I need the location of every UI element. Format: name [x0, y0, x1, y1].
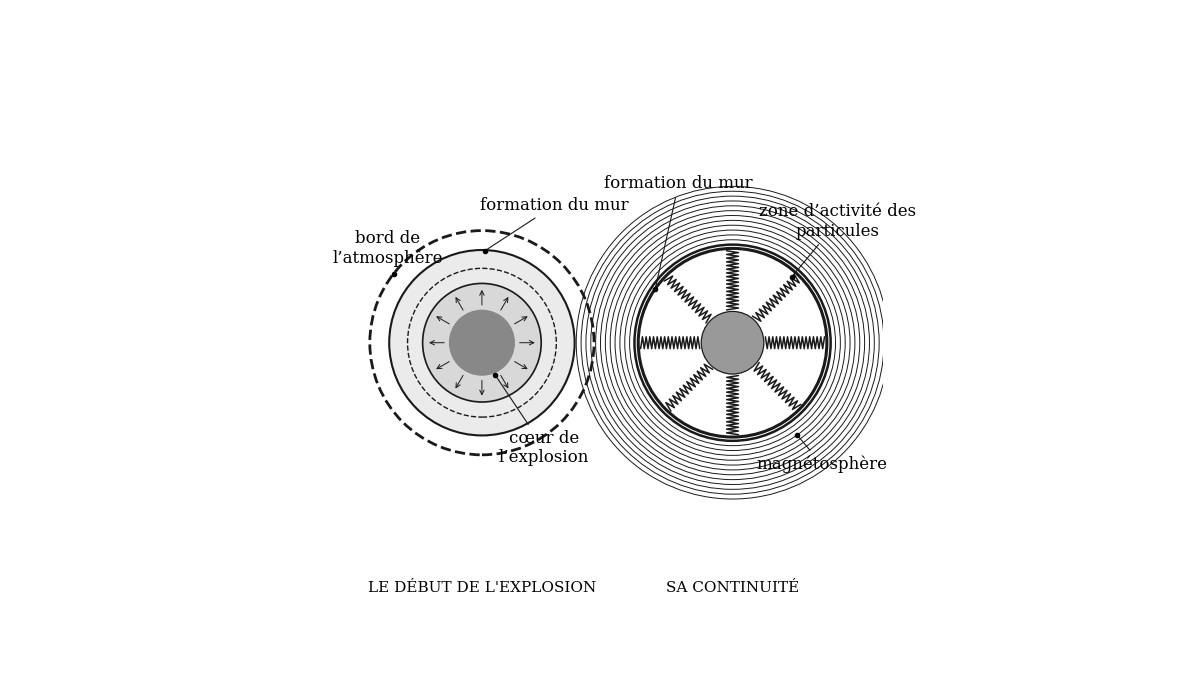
Text: formation du mur: formation du mur — [604, 175, 754, 286]
Circle shape — [423, 284, 541, 402]
Circle shape — [449, 310, 514, 375]
Text: bord de
l’atmosphère: bord de l’atmosphère — [332, 230, 443, 274]
Text: magnétosphère: magnétosphère — [756, 437, 887, 473]
Text: SA CONTINUITÉ: SA CONTINUITÉ — [666, 581, 799, 595]
Text: LE DÉBUT DE L'EXPLOSION: LE DÉBUT DE L'EXPLOSION — [368, 581, 597, 595]
Text: cœur de
l’explosion: cœur de l’explosion — [497, 377, 589, 466]
Text: zone d’activité des
particules: zone d’activité des particules — [760, 203, 916, 275]
Circle shape — [701, 312, 764, 374]
Circle shape — [389, 250, 575, 435]
Text: formation du mur: formation du mur — [480, 197, 629, 249]
Circle shape — [639, 248, 827, 437]
